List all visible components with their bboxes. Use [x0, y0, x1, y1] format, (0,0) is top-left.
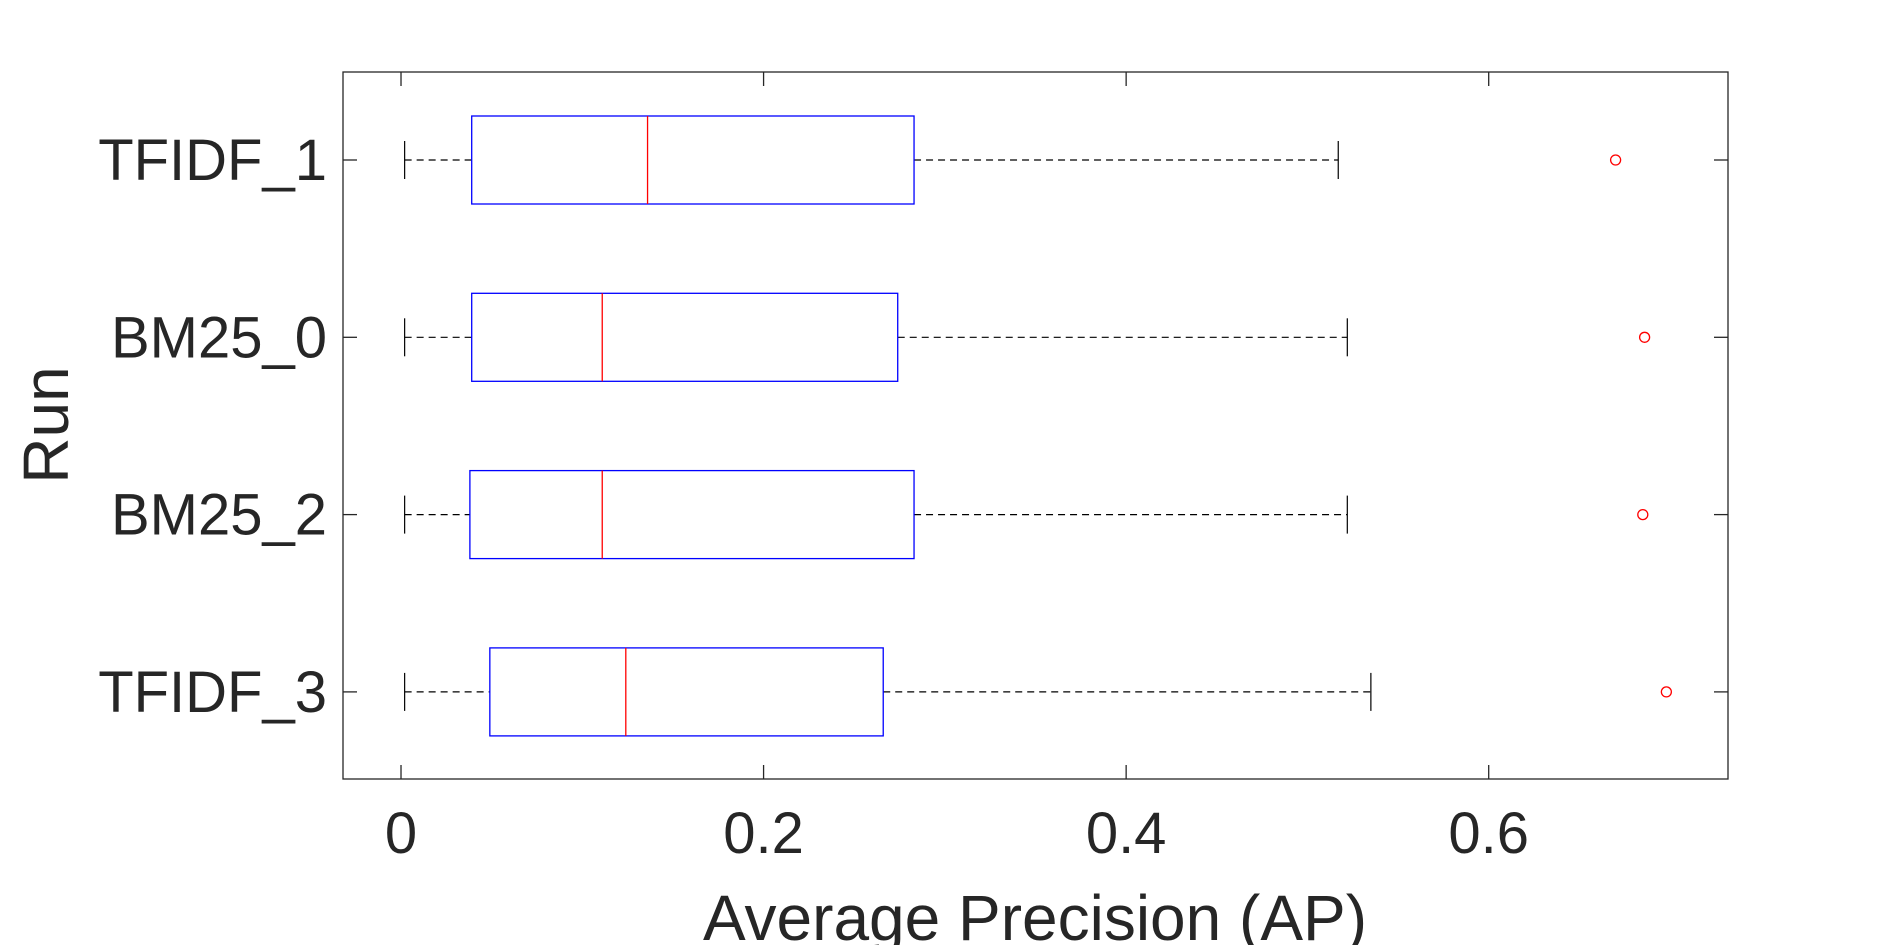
- iqr-box: [489, 647, 884, 737]
- outlier-point: [1638, 331, 1651, 343]
- x-tick-label: 0.6: [1448, 801, 1529, 866]
- y-axis-label: Run: [10, 366, 82, 483]
- iqr-box: [469, 469, 915, 560]
- x-tick-label: 0: [385, 801, 417, 866]
- outlier-point: [1609, 154, 1622, 166]
- iqr-box: [471, 292, 899, 382]
- outlier-point: [1660, 686, 1673, 698]
- y-tick-label: BM25_2: [111, 483, 327, 548]
- chart-marks: 0 0.2 0.4 0.6 TFIDF_1 BM25_0 BM25_2 TFIDF_3: [98, 72, 1728, 866]
- y-tick-label: TFIDF_3: [98, 660, 327, 725]
- y-tick-label: BM25_0: [111, 305, 327, 370]
- x-tick-label: 0.4: [1086, 801, 1167, 866]
- y-tick-label: TFIDF_1: [98, 128, 327, 193]
- outlier-point: [1637, 508, 1649, 521]
- x-tick-label: 0.2: [723, 801, 804, 866]
- x-axis-label: Average Precision (AP): [703, 882, 1367, 945]
- iqr-box: [471, 115, 915, 205]
- plot-area: [342, 71, 1729, 780]
